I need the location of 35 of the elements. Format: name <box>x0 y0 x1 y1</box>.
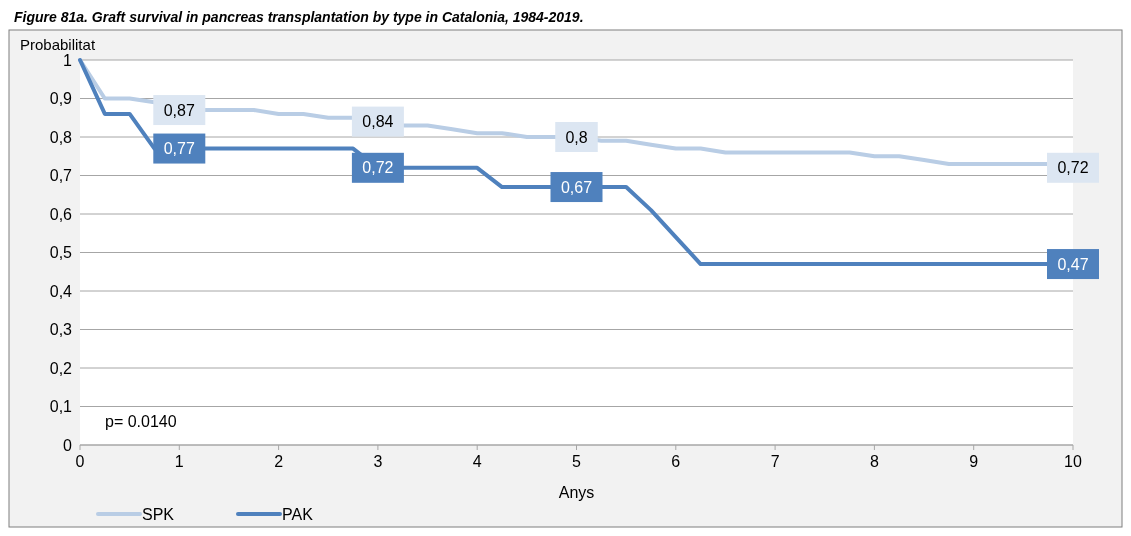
x-tick-label: 8 <box>869 453 879 470</box>
chart-title: Figure 81a. Graft survival in pancreas transplantation by type in Catalonia, 1984-2019. <box>14 9 584 25</box>
y-tick-label: 0,5 <box>49 244 73 262</box>
x-tick-label: 2 <box>274 453 284 470</box>
y-tick-label: 0,7 <box>49 167 73 185</box>
y-tick-label: 0,1 <box>49 398 73 416</box>
y-tick-label: 0 <box>63 436 73 454</box>
x-tick-label: 5 <box>572 453 582 470</box>
data-label: 0,47 <box>1057 255 1089 273</box>
x-tick-label: 6 <box>671 453 681 470</box>
y-tick-label: 0,9 <box>49 90 73 108</box>
data-label: 0,77 <box>163 140 195 158</box>
y-tick-label: 1 <box>63 51 73 69</box>
data-label: 0,72 <box>1057 159 1089 177</box>
y-tick-label: 0,8 <box>49 128 73 146</box>
x-tick-label: 10 <box>1064 453 1082 470</box>
x-tick-label: 4 <box>472 453 482 470</box>
y-tick-label: 0,3 <box>49 321 73 339</box>
legend-label: PAK <box>282 505 314 523</box>
x-tick-label: 1 <box>174 453 184 470</box>
x-tick-label: 3 <box>373 453 383 470</box>
data-label: 0,67 <box>560 178 593 196</box>
x-tick-label: 9 <box>969 453 979 470</box>
x-tick-label: 0 <box>75 453 85 470</box>
y-axis-title: Probabilitat <box>20 36 96 53</box>
y-tick-label: 0,2 <box>49 359 73 377</box>
y-tick-label: 0,4 <box>49 282 73 300</box>
y-tick-label: 0,6 <box>49 205 73 223</box>
data-label: 0,84 <box>362 113 394 131</box>
annotation: p= 0.0140 <box>105 413 177 430</box>
legend-label: SPK <box>142 505 175 523</box>
data-label: 0,87 <box>163 101 195 119</box>
x-axis-title: Anys <box>558 484 595 501</box>
x-tick-label: 7 <box>770 453 780 470</box>
data-label: 0,72 <box>362 159 394 177</box>
